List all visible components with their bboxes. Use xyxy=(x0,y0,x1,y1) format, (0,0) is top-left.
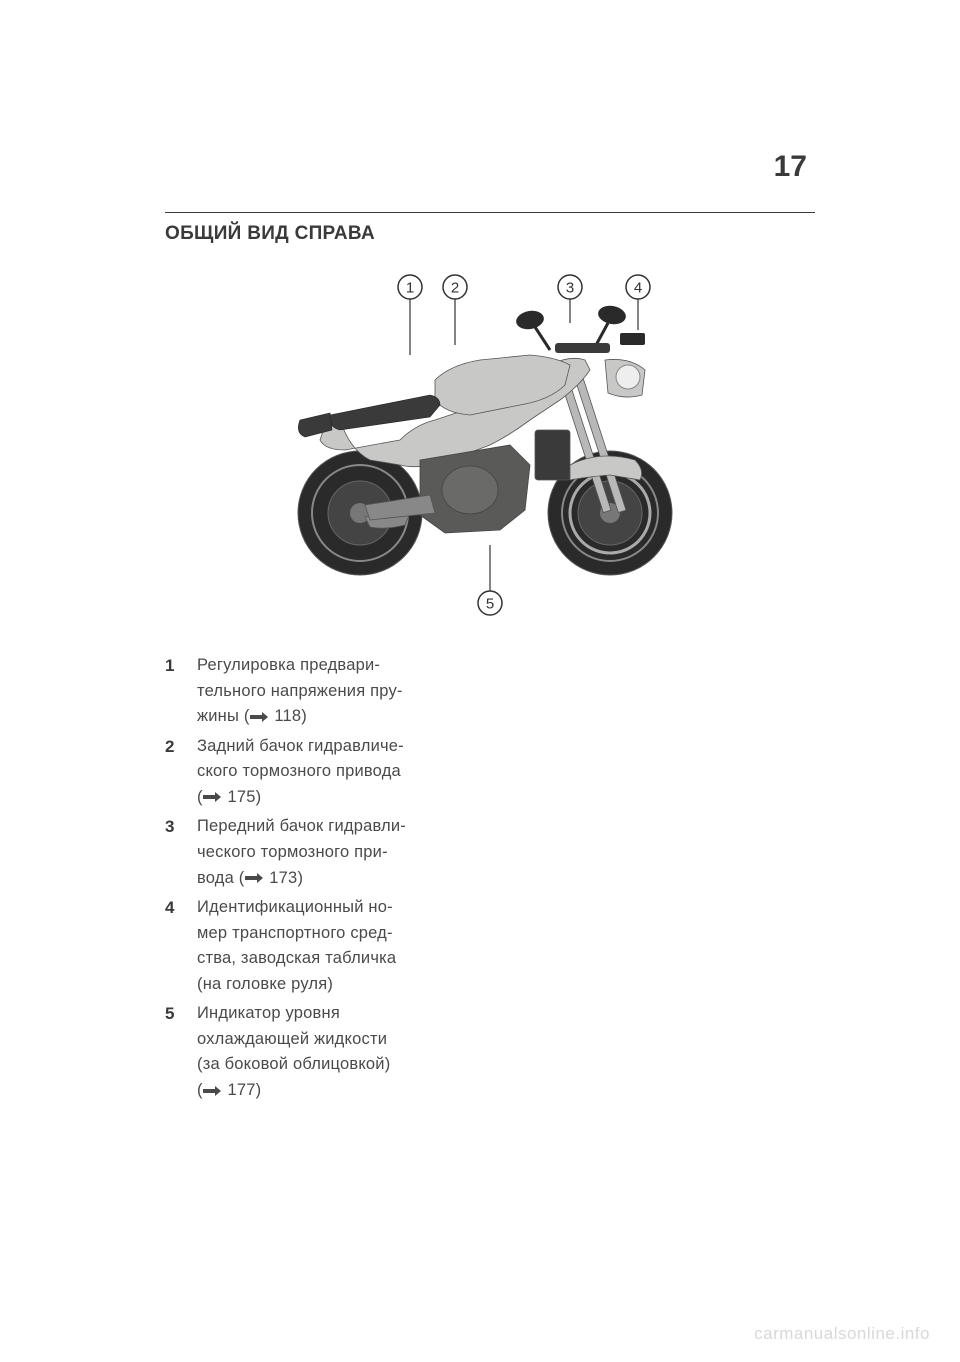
item-text: Индикатор уровня охлаждающей жидкости (з… xyxy=(197,1001,390,1103)
item-number: 1 xyxy=(165,653,197,730)
watermark: carmanualsonline.info xyxy=(754,1324,930,1344)
motorcycle-diagram: 1 2 3 4 5 xyxy=(270,265,710,625)
svg-text:5: 5 xyxy=(486,596,494,613)
callout-2: 2 xyxy=(443,275,467,299)
svg-text:3: 3 xyxy=(566,280,574,297)
list-item: 5 Индикатор уровня охлаждающей жидкости … xyxy=(165,1001,455,1103)
page-number: 17 xyxy=(165,150,815,184)
item-number: 5 xyxy=(165,1001,197,1103)
item-text: Передний бачок гидравли- ческого тормозн… xyxy=(197,814,406,891)
callout-3: 3 xyxy=(558,275,582,299)
section-title: ОБЩИЙ ВИД СПРАВА xyxy=(165,223,815,245)
callout-5: 5 xyxy=(478,591,502,615)
page-ref-icon xyxy=(245,873,263,883)
page-ref-icon xyxy=(250,712,268,722)
list-item: 3 Передний бачок гидравли- ческого тормо… xyxy=(165,814,455,891)
item-text: Регулировка предвари- тельного напряжени… xyxy=(197,653,403,730)
svg-text:2: 2 xyxy=(451,280,459,297)
svg-text:4: 4 xyxy=(634,280,642,297)
page-ref-icon xyxy=(203,1086,221,1096)
page-ref-icon xyxy=(203,792,221,802)
parts-list: 1 Регулировка предвари- тельного напряже… xyxy=(165,653,455,1104)
list-item: 2 Задний бачок гидравличе- ского тормозн… xyxy=(165,734,455,811)
section-divider xyxy=(165,212,815,213)
callout-1: 1 xyxy=(398,275,422,299)
list-item: 1 Регулировка предвари- тельного напряже… xyxy=(165,653,455,730)
svg-text:1: 1 xyxy=(406,280,414,297)
callout-4: 4 xyxy=(626,275,650,299)
item-number: 4 xyxy=(165,895,197,997)
list-item: 4 Идентификационный но- мер транспортног… xyxy=(165,895,455,997)
item-text: Идентификационный но- мер транспортного … xyxy=(197,895,396,997)
item-number: 3 xyxy=(165,814,197,891)
item-number: 2 xyxy=(165,734,197,811)
item-text: Задний бачок гидравличе- ского тормозног… xyxy=(197,734,404,811)
